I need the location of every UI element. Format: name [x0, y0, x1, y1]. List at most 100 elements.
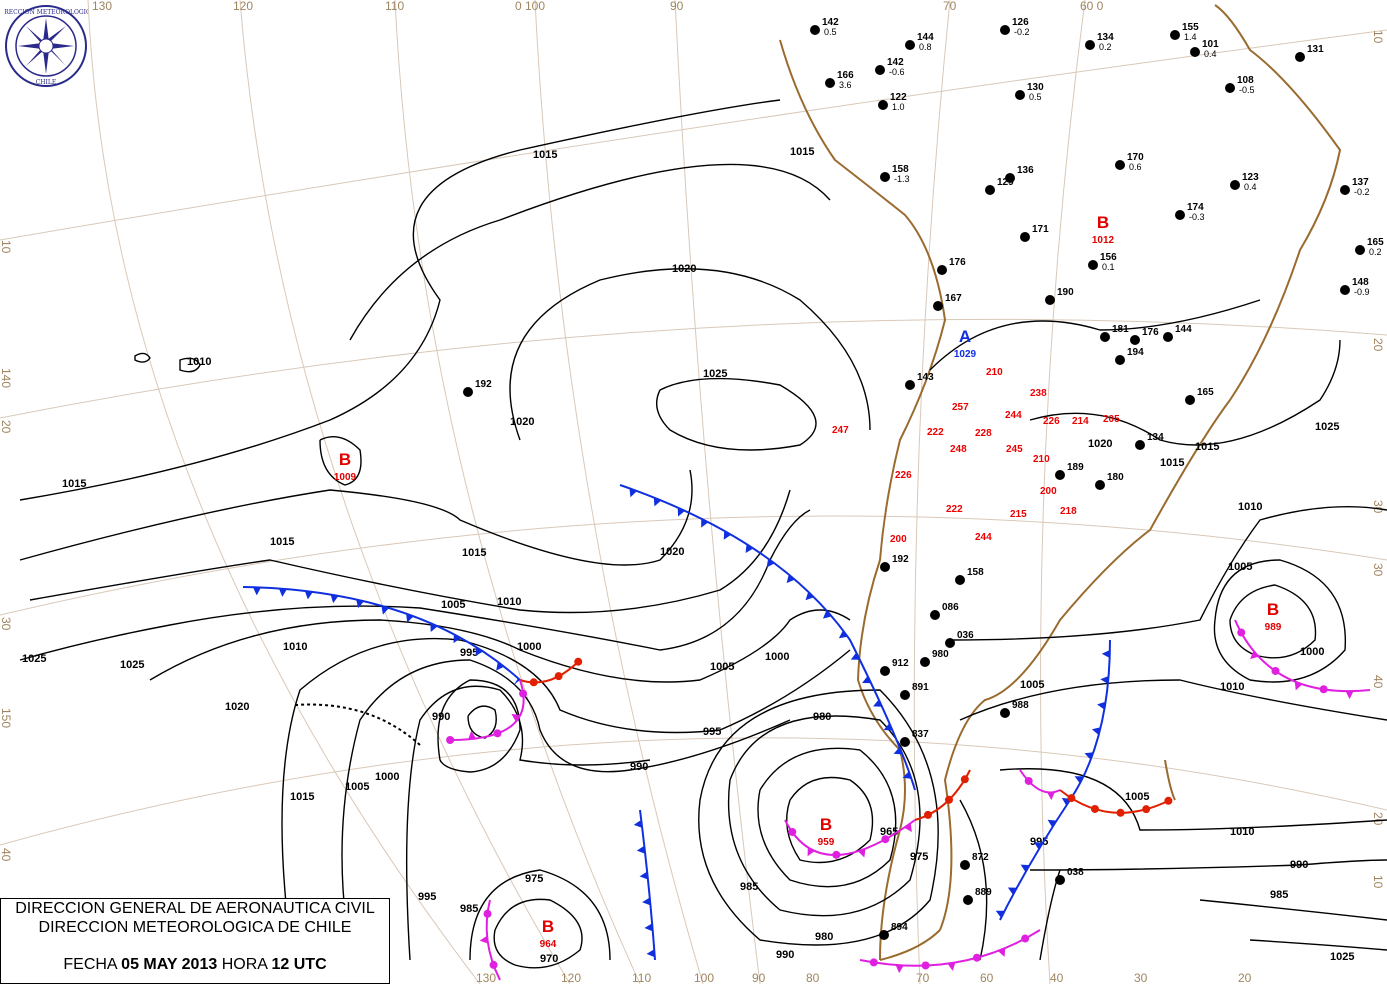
station-cloud-cover-icon [1100, 332, 1110, 342]
occluded-front-symbol [881, 835, 890, 844]
isobar-label: 980 [815, 931, 833, 943]
isobar-label: 995 [460, 647, 478, 659]
isobar-label: 1010 [497, 596, 521, 608]
station-pressure: 130 [1027, 82, 1044, 93]
occluded-front-symbol [1294, 681, 1303, 691]
graticule-label-bottom: 90 [752, 971, 766, 984]
center-pressure: 1029 [954, 349, 977, 360]
station-plot: 176 [937, 257, 966, 275]
station-cloud-cover-icon [1130, 335, 1140, 345]
isobar-label: 990 [630, 761, 648, 773]
station-cloud-cover-icon [955, 575, 965, 585]
cold-front-triangle [1007, 887, 1017, 895]
occluded-front-symbol [895, 964, 904, 974]
graticule-label-left: 40 [0, 848, 13, 862]
isobar-labels: 1015 1015 1020 1025 1020 1010 1015 1015 1020 1015… [22, 146, 1354, 965]
station-cloud-cover-icon [1115, 160, 1125, 170]
graticule-label-left: 10 [0, 240, 13, 254]
graticule-label-top: 130 [92, 0, 112, 13]
station-plot: 189 [1055, 462, 1084, 480]
graticule-label-right: 10 [1371, 875, 1385, 889]
station-plot: 086 [930, 602, 959, 620]
cold-front-triangle [1101, 649, 1110, 658]
graticule-label-left: 140 [0, 368, 13, 388]
isobar-label: 1015 [1160, 457, 1184, 469]
station-plot: 891 [900, 682, 929, 700]
station-cloud-cover-icon [1355, 245, 1365, 255]
warm-front-semicircle [924, 810, 933, 819]
station-pressure: 171 [1032, 224, 1049, 235]
graticule-label-top: 90 [670, 0, 684, 13]
isobar-label: 990 [432, 711, 450, 723]
center-pressure: 1009 [334, 472, 357, 483]
isobar-label: 1025 [120, 659, 144, 671]
station-pressure: 158 [892, 164, 909, 175]
station-plot: 158-1.3 [880, 164, 910, 184]
center-letter: B [1097, 213, 1109, 232]
cold-front-triangle [723, 530, 732, 540]
cold-front-triangle [330, 594, 339, 604]
isobar-label: 1010 [1238, 501, 1262, 513]
station-cloud-cover-icon [1340, 185, 1350, 195]
station-tendency: 0.4 [1204, 49, 1217, 59]
station-cloud-cover-icon [810, 25, 820, 35]
station-pressure: 988 [1012, 700, 1029, 711]
cold-front-triangle [1097, 701, 1106, 710]
isobar-label: 1005 [345, 781, 369, 793]
warm-front-semicircle [1142, 805, 1151, 814]
high-pressure-center: A 1029 [954, 327, 977, 360]
station-cloud-cover-icon [1000, 708, 1010, 718]
station-cloud-cover-icon [463, 387, 473, 397]
station-pressure: 136 [1017, 165, 1034, 176]
station-cloud-cover-icon [1085, 40, 1095, 50]
station-plot: 137-0.2 [1340, 177, 1370, 197]
warm-front-semicircle [960, 775, 969, 784]
station-cloud-cover-icon [1185, 395, 1195, 405]
isobar-label: 1005 [441, 599, 465, 611]
station-pressure: 912 [892, 658, 909, 669]
station-tendency: -1.3 [894, 174, 910, 184]
station-plot: 165 [1185, 387, 1214, 405]
station-plot: 131 [1295, 44, 1324, 62]
warm-front-semicircle [1164, 796, 1173, 805]
cold-front-triangle [677, 507, 686, 517]
station-plot: 181 [1100, 324, 1129, 342]
station-pressure: 143 [917, 372, 934, 383]
station-tendency: 0.4 [1244, 182, 1257, 192]
isobar-label: 995 [1030, 836, 1048, 848]
station-cloud-cover-icon [900, 737, 910, 747]
low-pressure-center: B 1009 [334, 450, 357, 483]
isobar-label: 1005 [1020, 679, 1044, 691]
cold-front-triangle [838, 630, 848, 639]
station-plot: 038 [1055, 867, 1084, 885]
station-pressure: 129 [997, 177, 1014, 188]
cold-front-triangle [822, 610, 832, 619]
low-pressure-center: B 989 [1265, 600, 1282, 633]
chart-title-box: DIRECCION GENERAL DE AERONAUTICA CIVIL D… [0, 898, 390, 984]
station-cloud-cover-icon [880, 562, 890, 572]
occluded-front-symbol [857, 848, 866, 858]
station-plot: 036 [945, 630, 974, 648]
center-letter: B [542, 917, 554, 936]
station-value-red: 210 [986, 367, 1003, 378]
station-pressure: 181 [1112, 324, 1129, 335]
station-pressure: 144 [917, 32, 934, 43]
station-plot: 136 [1005, 165, 1034, 183]
isobar-label: 985 [460, 903, 478, 915]
svg-text:DIRECCION METEOROLOGICA: DIRECCION METEOROLOGICA [4, 9, 88, 16]
graticule-label-top: 120 [233, 0, 253, 13]
station-cloud-cover-icon [1230, 180, 1240, 190]
cold-front-triangle [453, 634, 461, 644]
warm-front-semicircle [944, 795, 953, 804]
station-pressure: 156 [1100, 252, 1117, 263]
occluded-front-symbol [479, 935, 489, 944]
graticule-label-right: 20 [1371, 812, 1385, 826]
station-value-red: 222 [927, 427, 944, 438]
